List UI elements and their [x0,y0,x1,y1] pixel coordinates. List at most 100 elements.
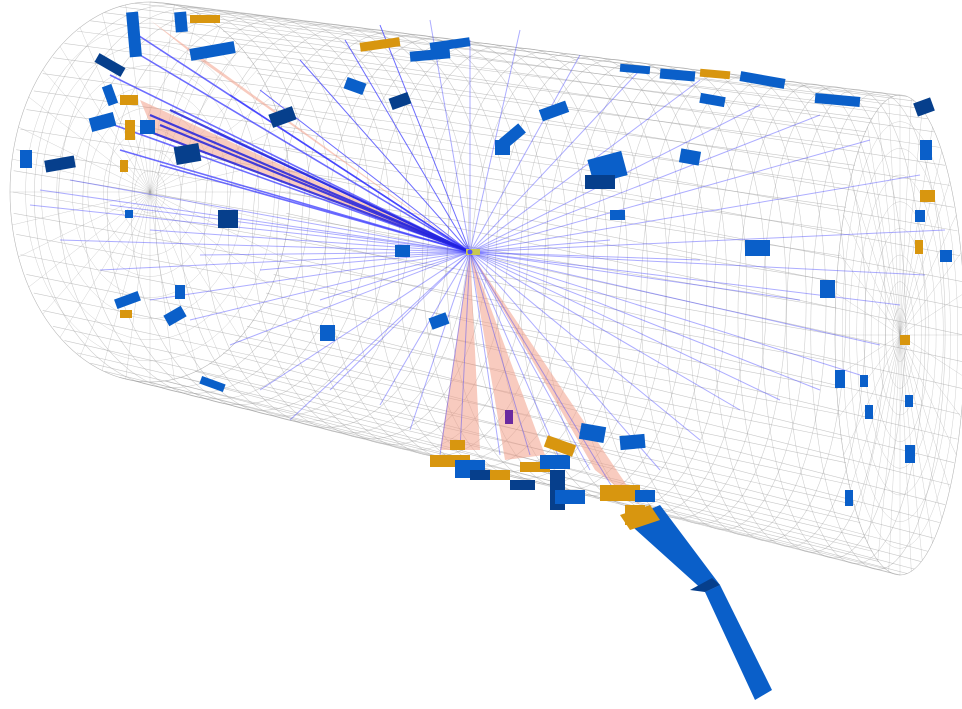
calorimeter-tower [865,405,873,419]
right-endcap-spoke [899,294,962,336]
charged-track [469,251,881,346]
grid-longitudinal-line [20,128,840,257]
grid-longitudinal-line [235,43,940,148]
charged-track [289,251,471,421]
charged-track [469,251,561,461]
calorimeter-tower [174,11,188,33]
calorimeter-tower [505,410,513,424]
grid-longitudinal-line [287,191,962,335]
calorimeter-tower [359,37,401,52]
grid-ring [713,81,867,547]
left-endcap-ring [9,1,291,383]
right-endcap-spoke [899,334,957,456]
calorimeter-tower [619,63,651,75]
calorimeter-tower [218,210,238,228]
large-energy-tower [705,585,772,700]
calorimeter-tower [268,106,297,128]
right-endcap-ring [863,201,937,469]
calorimeter-tower [125,120,135,140]
right-endcap-spoke [857,151,901,336]
grid-ring [810,91,946,570]
grid-ring [834,94,962,576]
grid-longitudinal-line [257,310,950,485]
calorimeter-tower [395,245,410,257]
grid-longitudinal-line [26,274,843,440]
calorimeter-tower [814,93,861,107]
calorimeter-tower [699,92,726,108]
grid-ring [276,31,509,445]
calorimeter-tower [495,140,510,155]
calorimeter-tower [450,440,465,450]
calorimeter-tower [699,68,731,80]
left-endcap-ring [25,22,275,362]
grid-longitudinal-line [257,73,950,186]
calorimeter-tower [635,490,655,502]
right-endcap-spoke [899,127,933,336]
grid-longitudinal-line [16,149,838,282]
calorimeter-tower [20,150,32,168]
right-endcap-ring [841,121,959,549]
charged-track [469,251,701,261]
calorimeter-tower [470,470,490,480]
charged-track [199,251,471,256]
left-endcap-spoke [149,191,258,315]
calorimeter-tower [101,83,119,107]
calorimeter-tower [88,112,117,132]
calorimeter-tower [140,120,155,134]
grid-longitudinal-line [283,233,962,389]
charged-track [469,114,821,253]
charged-track [379,24,471,253]
charged-track [344,39,471,253]
calorimeter-tower [320,325,335,341]
calorimeter-tower [538,100,570,122]
calorimeter-tower [199,375,226,393]
charged-track [469,251,701,441]
grid-ring [9,1,291,383]
grid-ring [106,12,370,405]
calorimeter-tower [429,37,471,52]
left-endcap-spoke [79,27,151,193]
calorimeter-tower [44,155,76,173]
right-endcap-ring [878,254,922,416]
grid-longitudinal-line [16,233,838,389]
right-endcap-spoke [899,334,933,543]
left-endcap-spoke [79,191,151,357]
calorimeter-tower [409,48,451,62]
right-endcap-spoke [838,252,901,336]
calorimeter-tower [900,335,910,345]
grid-ring [495,56,688,496]
grid-longitudinal-line [266,292,955,463]
right-endcap-spoke [877,334,901,561]
left-endcap-spoke [12,191,151,226]
calorimeter-tower [428,312,450,330]
left-endcap-spoke [149,191,272,288]
grid-ring [228,26,469,434]
left-endcap-spoke [149,191,175,380]
charged-track [379,251,471,406]
calorimeter-tower [905,445,915,463]
grid-longitudinal-line [90,20,873,120]
charged-track [469,54,581,253]
calorimeter-tower [905,395,913,407]
right-endcap-spoke [835,334,901,377]
grid-ring [252,29,489,440]
grid-ring [592,67,767,519]
grid-longitudinal-line [246,57,946,166]
charged-track [229,94,471,253]
right-endcap-spoke [899,334,962,418]
calorimeter-tower [860,375,868,387]
charged-track [469,251,741,411]
grid-longitudinal-line [13,212,837,363]
grid-longitudinal-line [64,43,861,148]
calorimeter-tower [510,480,535,490]
right-endcap-ring [849,148,951,522]
grid-ring [761,86,906,559]
charged-track [469,251,821,391]
grid-ring [155,18,410,417]
left-endcap-spoke [149,46,241,193]
grid-longitudinal-line [12,191,837,336]
large-energy-tower [625,505,720,592]
right-endcap-spoke [888,98,901,336]
calorimeter-tower [659,68,696,82]
